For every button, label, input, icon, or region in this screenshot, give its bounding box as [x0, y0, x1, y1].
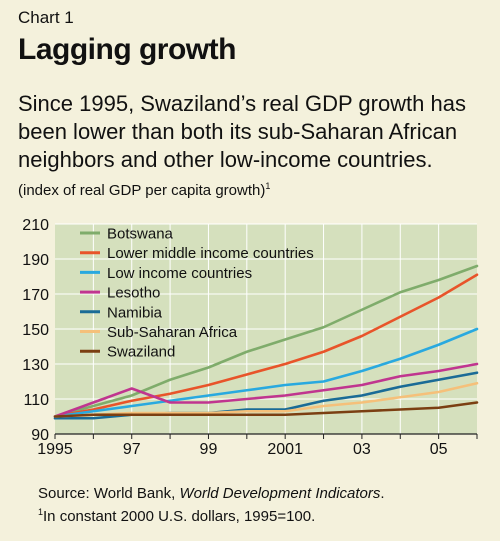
series-line	[53, 362, 479, 418]
series-line	[53, 381, 479, 418]
footnote-line: 1In constant 2000 U.S. dollars, 1995=100…	[38, 503, 385, 526]
y-tick-label: 170	[22, 287, 49, 304]
chart-subtitle: Since 1995, Swaziland’s real GDP growth …	[18, 91, 466, 172]
y-tick-label: 130	[22, 357, 49, 374]
unit-note-text: (index of real GDP per capita growth)	[18, 182, 266, 199]
y-tick-label: 90	[31, 427, 49, 444]
footnote-mark: 1	[38, 507, 44, 517]
x-tick-label: 2001	[267, 441, 303, 458]
x-tick-label: 97	[123, 441, 141, 458]
legend-label: Low income countries	[107, 265, 252, 282]
source-line: Source: World Bank, World Development In…	[38, 484, 385, 503]
source-prefix: Source: World Bank,	[38, 485, 180, 502]
series-line	[53, 273, 479, 418]
unit-note: (index of real GDP per capita growth)1	[18, 181, 270, 199]
x-tick-label: 05	[430, 441, 448, 458]
y-tick-label: 190	[22, 252, 49, 269]
legend: Botswana Lower middle income countries Low…	[80, 226, 314, 361]
legend-label: Lesotho	[107, 285, 160, 302]
y-tick-label: 210	[22, 217, 49, 234]
source-note: Source: World Bank, World Development In…	[38, 484, 385, 526]
axes: 90 110 130 150 170 190 210 1995 97 99 2001 03 05	[22, 217, 478, 458]
unit-note-mark: 1	[265, 181, 271, 191]
y-tick-label: 150	[22, 322, 49, 339]
source-suffix: .	[380, 485, 385, 502]
x-tick-label: 03	[353, 441, 371, 458]
legend-label: Botswana	[107, 226, 174, 243]
legend-label: Swaziland	[107, 344, 175, 361]
y-tick-label: 110	[23, 392, 49, 409]
x-tick-label: 99	[200, 441, 218, 458]
x-tick-label: 1995	[37, 441, 73, 458]
legend-label: Sub-Saharan Africa	[107, 324, 238, 341]
source-publication: World Development Indicators	[179, 485, 381, 502]
series-line	[53, 327, 479, 418]
series-line	[53, 264, 479, 418]
legend-label: Lower middle income countries	[107, 245, 314, 262]
chart-label: Chart 1	[18, 8, 74, 27]
footnote-text: In constant 2000 U.S. dollars, 1995=100.	[43, 508, 316, 525]
series-lines	[53, 264, 479, 420]
legend-label: Namibia	[107, 304, 163, 321]
series-line	[53, 401, 479, 418]
grid-lines	[55, 223, 477, 434]
chart-title: Lagging growth	[18, 33, 236, 66]
